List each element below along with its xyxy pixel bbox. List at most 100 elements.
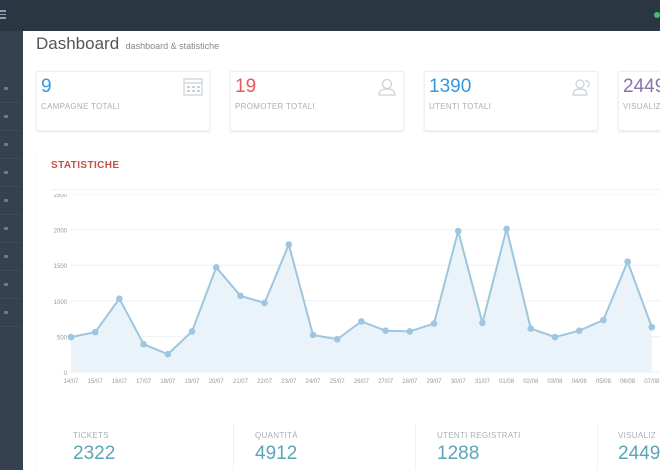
sidebar-bullet-icon	[4, 283, 8, 286]
footer-stat-label: TICKETS	[73, 431, 109, 440]
chart-y-tick-label: 500	[57, 335, 68, 341]
sidebar-bullet-icon	[4, 311, 8, 314]
footer-divider	[597, 424, 598, 470]
sidebar-item-9[interactable]	[0, 299, 22, 327]
footer-stat-value: 2449	[618, 443, 660, 464]
chart-data-point[interactable]	[309, 331, 317, 339]
stat-value: 9	[41, 76, 52, 97]
chart-x-tick-label: 21/07	[233, 379, 249, 385]
chart-data-point[interactable]	[188, 328, 196, 335]
calendar-icon	[183, 78, 203, 96]
chart-data-point[interactable]	[358, 318, 365, 325]
sidebar-item-3[interactable]	[0, 131, 22, 159]
sidebar-item-7[interactable]	[0, 243, 22, 271]
chart-x-tick-label: 25/07	[330, 379, 346, 385]
stat-card-campaigns[interactable]: 9 CAMPAGNE TOTALI	[36, 71, 210, 131]
chart-data-point[interactable]	[406, 328, 414, 335]
chart-data-point[interactable]	[624, 258, 631, 265]
chart-data-point[interactable]	[527, 325, 535, 332]
sidebar-item-5[interactable]	[0, 187, 22, 215]
chart-data-point[interactable]	[430, 320, 438, 327]
chart-x-tick-label: 06/08	[620, 379, 636, 385]
sidebar-bullet-icon	[4, 171, 8, 174]
chart-data-point[interactable]	[575, 327, 583, 335]
sidebar-item-1[interactable]	[0, 75, 22, 103]
footer-stat-value: 2322	[73, 443, 116, 464]
chart-y-tick-label: 2000	[54, 229, 68, 235]
main-content: Dashboard dashboard & statistiche 9 CAMP…	[23, 31, 660, 470]
page-title: Dashboard dashboard & statistiche	[36, 34, 219, 54]
panel-divider	[51, 189, 660, 190]
status-indicator	[654, 12, 660, 18]
chart-x-tick-label: 26/07	[354, 379, 370, 385]
chart-x-tick-label: 17/07	[136, 379, 152, 385]
users-icon	[572, 79, 590, 96]
chart-data-point[interactable]	[333, 335, 341, 343]
chart-data-point[interactable]	[237, 292, 244, 300]
stat-label: VISUALIZ	[623, 102, 660, 111]
sidebar-item-2[interactable]	[0, 103, 22, 131]
chart-data-point[interactable]	[382, 327, 389, 335]
chart-data-point[interactable]	[212, 264, 220, 271]
chart-data-point[interactable]	[140, 340, 147, 348]
panel-title: STATISTICHE	[51, 160, 120, 171]
chart-x-tick-label: 01/08	[499, 379, 515, 385]
sidebar-item-8[interactable]	[0, 271, 22, 299]
chart-data-point[interactable]	[551, 333, 559, 341]
sidebar-bullet-icon	[4, 227, 8, 230]
chart-x-tick-label: 02/08	[523, 379, 539, 385]
chart-x-tick-label: 30/07	[451, 379, 467, 385]
chart-x-tick-label: 28/07	[402, 379, 418, 385]
chart-data-point[interactable]	[67, 333, 75, 341]
chart-y-tick-label: 1500	[54, 264, 68, 270]
sidebar-bullet-icon	[4, 87, 8, 90]
chart-x-tick-label: 24/07	[305, 379, 321, 385]
chart-y-tick-label: 0	[64, 371, 68, 377]
chart-data-point[interactable]	[261, 299, 268, 307]
user-icon	[378, 78, 396, 96]
chart-x-tick-label: 19/07	[184, 379, 200, 385]
chart-x-tick-label: 07/08	[644, 379, 660, 385]
chart-data-point[interactable]	[164, 350, 172, 358]
chart-data-point[interactable]	[454, 227, 462, 235]
chart-data-point[interactable]	[503, 225, 510, 233]
statistics-panel: STATISTICHE 2500 2000 1500 1000 500 0 14/07 15/…	[36, 149, 660, 470]
chart-data-point[interactable]	[648, 323, 656, 331]
chart-x-tick-label: 05/08	[596, 379, 612, 385]
sidebar-item-6[interactable]	[0, 215, 22, 243]
stat-value: 19	[235, 76, 257, 97]
chart-x-tick-label: 29/07	[426, 379, 442, 385]
stat-label: PROMOTER TOTALI	[235, 102, 316, 111]
stat-card-promoters[interactable]: 19 PROMOTER TOTALI	[230, 71, 404, 131]
chart-data-point[interactable]	[479, 319, 486, 327]
footer-stat-quantity: QUANTITÀ 4912	[255, 429, 415, 470]
chart-x-tick-label: 31/07	[475, 379, 491, 385]
footer-stat-value: 1288	[437, 443, 480, 464]
footer-stat-registered-users: UTENTI REGISTRATI 1288	[437, 429, 597, 470]
stat-card-views[interactable]: 2449 VISUALIZ	[618, 71, 660, 131]
sidebar-bullet-icon	[4, 199, 8, 202]
chart-x-tick-label: 14/07	[63, 379, 79, 385]
chart-x-tick-label: 27/07	[378, 379, 394, 385]
footer-divider	[233, 424, 234, 470]
sidebar-bullet-icon	[4, 115, 8, 118]
chart-x-tick-label: 20/07	[209, 379, 225, 385]
top-bar	[0, 0, 660, 31]
sidebar-item-4[interactable]	[0, 159, 22, 187]
stat-card-users[interactable]: 1390 UTENTI TOTALI	[424, 71, 598, 131]
menu-toggle-icon[interactable]	[0, 10, 8, 20]
chart-data-point[interactable]	[285, 241, 293, 248]
chart-data-point[interactable]	[600, 316, 607, 324]
footer-divider	[415, 424, 416, 470]
sidebar-bullet-icon	[4, 255, 8, 258]
chart-x-tick-label: 23/07	[281, 379, 297, 385]
footer-stat-value: 4912	[255, 443, 298, 464]
chart-x-tick-label: 04/08	[572, 379, 588, 385]
chart-y-tick-label: 1000	[54, 300, 68, 306]
stat-label: UTENTI TOTALI	[429, 102, 492, 111]
chart-area-fill	[71, 228, 652, 372]
chart-data-point[interactable]	[116, 295, 123, 302]
footer-stat-label: VISUALIZ	[618, 431, 656, 440]
chart-data-point[interactable]	[91, 328, 99, 336]
chart-x-tick-label: 16/07	[112, 379, 128, 385]
